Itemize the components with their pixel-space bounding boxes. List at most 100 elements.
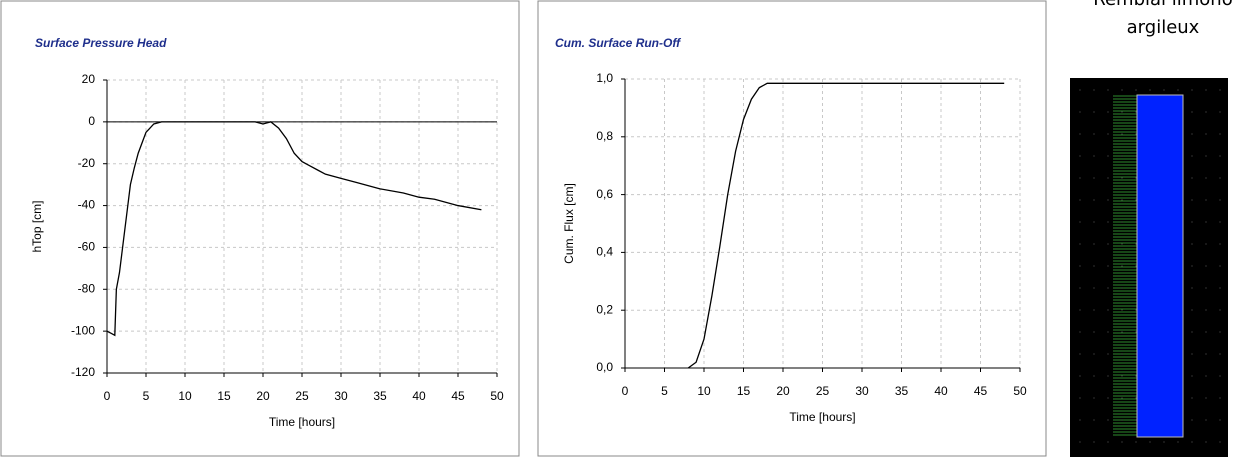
dot <box>1107 155 1109 157</box>
dot <box>1205 221 1207 223</box>
y-axis-label: Cum. Flux [cm] <box>562 183 576 264</box>
dot <box>1135 287 1137 289</box>
dot <box>1107 419 1109 421</box>
dot <box>1191 419 1193 421</box>
x-tick-label: 50 <box>490 389 504 403</box>
dot <box>1149 441 1151 443</box>
dot <box>1191 243 1193 245</box>
dot <box>1219 353 1221 355</box>
dot <box>1191 441 1193 443</box>
dot <box>1191 309 1193 311</box>
dot <box>1205 287 1207 289</box>
x-tick-label: 0 <box>104 389 111 403</box>
dot <box>1191 133 1193 135</box>
x-tick-label: 20 <box>776 384 790 398</box>
x-tick-label: 20 <box>256 389 270 403</box>
chart-title: Surface Pressure Head <box>35 36 167 50</box>
dot <box>1121 243 1123 245</box>
x-tick-label: 45 <box>974 384 988 398</box>
dot <box>1079 133 1081 135</box>
dot <box>1135 265 1137 267</box>
dot <box>1219 199 1221 201</box>
dot <box>1177 441 1179 443</box>
dot <box>1079 287 1081 289</box>
dot <box>1121 419 1123 421</box>
y-tick-label: -40 <box>78 198 96 212</box>
dot <box>1121 287 1123 289</box>
dot <box>1107 177 1109 179</box>
dot <box>1205 89 1207 91</box>
x-tick-label: 10 <box>178 389 192 403</box>
dot <box>1135 133 1137 135</box>
dot <box>1121 309 1123 311</box>
x-tick-label: 0 <box>622 384 629 398</box>
dot <box>1093 111 1095 113</box>
dot <box>1093 419 1095 421</box>
dot <box>1121 177 1123 179</box>
dot <box>1205 419 1207 421</box>
dot <box>1093 309 1095 311</box>
x-tick-label: 40 <box>412 389 426 403</box>
dot <box>1107 265 1109 267</box>
dot <box>1205 111 1207 113</box>
x-tick-label: 15 <box>217 389 231 403</box>
dot <box>1149 89 1151 91</box>
y-tick-label: -80 <box>78 281 96 295</box>
dot <box>1079 89 1081 91</box>
dot <box>1219 243 1221 245</box>
dot <box>1135 309 1137 311</box>
data-line <box>106 121 482 337</box>
y-axis-label: hTop [cm] <box>30 200 44 252</box>
dot <box>1121 397 1123 399</box>
dot <box>1219 89 1221 91</box>
dot <box>1135 111 1137 113</box>
y-tick-label: 0,8 <box>596 129 613 143</box>
dot <box>1121 221 1123 223</box>
dot <box>1205 177 1207 179</box>
dot <box>1135 199 1137 201</box>
dot <box>1191 199 1193 201</box>
dot <box>1079 177 1081 179</box>
dot <box>1079 441 1081 443</box>
dot <box>1107 309 1109 311</box>
dot <box>1219 375 1221 377</box>
y-tick-label: -100 <box>71 323 95 337</box>
dot <box>1079 331 1081 333</box>
dot <box>1219 441 1221 443</box>
dot <box>1093 243 1095 245</box>
y-tick-label: 0,6 <box>596 187 613 201</box>
dot <box>1107 353 1109 355</box>
x-tick-label: 30 <box>855 384 869 398</box>
dot <box>1191 353 1193 355</box>
x-tick-label: 25 <box>816 384 830 398</box>
x-tick-label: 35 <box>895 384 909 398</box>
dot <box>1121 155 1123 157</box>
y-tick-label: 0,0 <box>596 360 613 374</box>
dot <box>1093 375 1095 377</box>
dot <box>1135 155 1137 157</box>
dot <box>1093 441 1095 443</box>
dot <box>1107 243 1109 245</box>
dot <box>1135 177 1137 179</box>
dot <box>1205 133 1207 135</box>
y-tick-label: 1,0 <box>596 71 613 85</box>
x-tick-label: 25 <box>295 389 309 403</box>
dot <box>1191 287 1193 289</box>
side-label: Remblai limono <box>1093 0 1232 10</box>
dot <box>1121 133 1123 135</box>
dot <box>1121 199 1123 201</box>
dot <box>1079 419 1081 421</box>
dot <box>1079 375 1081 377</box>
dot <box>1219 177 1221 179</box>
x-tick-label: 30 <box>334 389 348 403</box>
dot <box>1107 89 1109 91</box>
y-tick-label: 20 <box>82 72 96 86</box>
data-line <box>687 82 1005 369</box>
dot <box>1219 309 1221 311</box>
dot <box>1205 353 1207 355</box>
dot <box>1079 111 1081 113</box>
x-tick-label: 5 <box>143 389 150 403</box>
x-tick-label: 45 <box>451 389 465 403</box>
dot <box>1135 441 1137 443</box>
